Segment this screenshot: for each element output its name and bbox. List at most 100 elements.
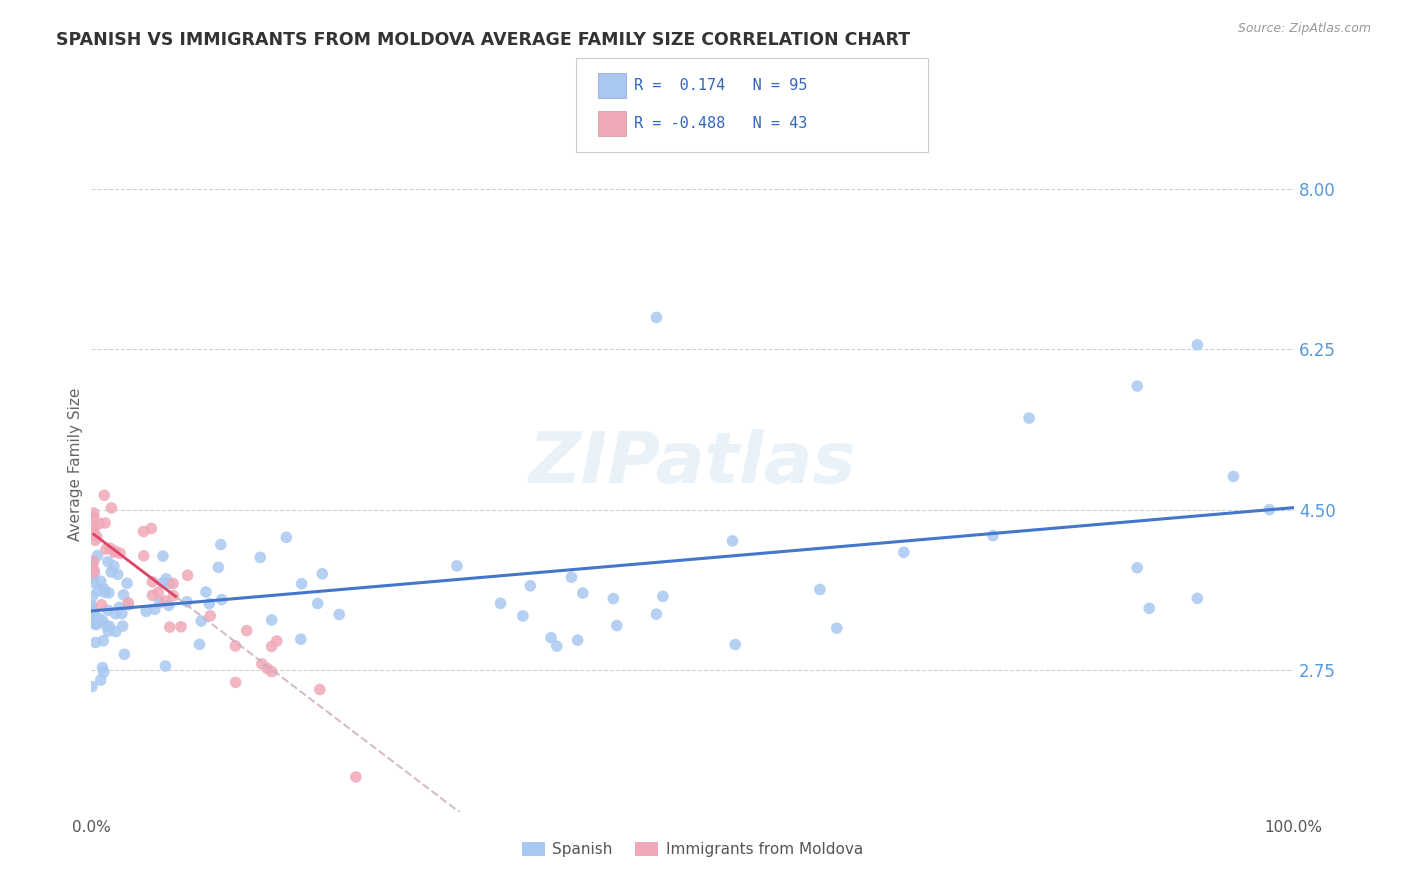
- Point: [82, 566, 104, 581]
- Point: [80, 599, 103, 613]
- Point: [155, 572, 177, 586]
- Point: [98, 619, 121, 633]
- Point: [141, 521, 163, 535]
- Point: [207, 560, 229, 574]
- Point: [152, 575, 174, 590]
- Point: [96, 619, 118, 633]
- Point: [86, 530, 108, 544]
- Point: [808, 582, 831, 597]
- Y-axis label: Average Family Size: Average Family Size: [67, 387, 83, 541]
- Point: [89, 516, 111, 531]
- Point: [90, 673, 112, 687]
- Point: [572, 586, 595, 600]
- Point: [170, 620, 193, 634]
- Point: [84, 533, 107, 548]
- Point: [97, 586, 120, 600]
- Point: [111, 607, 134, 621]
- Point: [152, 549, 174, 563]
- Point: [1018, 411, 1040, 425]
- Point: [80, 571, 103, 585]
- Point: [80, 615, 103, 630]
- Point: [311, 566, 333, 581]
- Point: [211, 592, 233, 607]
- Point: [249, 550, 271, 565]
- Point: [83, 575, 105, 590]
- Point: [560, 570, 582, 584]
- Point: [225, 675, 247, 690]
- Point: [135, 604, 157, 618]
- Point: [198, 597, 221, 611]
- Point: [148, 585, 170, 599]
- Point: [80, 607, 103, 621]
- Point: [190, 614, 212, 628]
- Point: [83, 510, 105, 524]
- Point: [446, 558, 468, 573]
- Point: [645, 310, 668, 325]
- Point: [162, 589, 184, 603]
- Point: [80, 600, 103, 615]
- Point: [117, 598, 139, 612]
- Point: [307, 597, 329, 611]
- Text: R = -0.488   N = 43: R = -0.488 N = 43: [634, 116, 807, 130]
- Point: [104, 607, 127, 621]
- Point: [132, 524, 155, 539]
- Point: [1187, 338, 1209, 352]
- Point: [83, 562, 105, 576]
- Point: [645, 607, 668, 622]
- Point: [721, 533, 744, 548]
- Point: [112, 588, 135, 602]
- Point: [80, 556, 103, 570]
- Point: [724, 638, 747, 652]
- Text: ZIPatlas: ZIPatlas: [529, 429, 856, 499]
- Point: [83, 566, 105, 580]
- Point: [157, 576, 180, 591]
- Point: [97, 603, 120, 617]
- Legend: Spanish, Immigrants from Moldova: Spanish, Immigrants from Moldova: [516, 836, 869, 863]
- Point: [260, 640, 283, 654]
- Point: [188, 637, 211, 651]
- Point: [91, 633, 114, 648]
- Point: [567, 633, 589, 648]
- Point: [83, 555, 105, 569]
- Point: [86, 584, 108, 599]
- Point: [546, 639, 568, 653]
- Point: [489, 596, 512, 610]
- Point: [104, 624, 127, 639]
- Point: [308, 682, 330, 697]
- Point: [162, 576, 184, 591]
- Point: [84, 617, 107, 632]
- Point: [111, 619, 134, 633]
- Point: [94, 542, 117, 557]
- Text: R =  0.174   N = 95: R = 0.174 N = 95: [634, 78, 807, 93]
- Point: [141, 588, 163, 602]
- Point: [143, 602, 166, 616]
- Point: [893, 545, 915, 559]
- Point: [93, 665, 115, 680]
- Point: [84, 617, 107, 632]
- Point: [519, 579, 541, 593]
- Point: [1137, 601, 1160, 615]
- Point: [108, 546, 131, 560]
- Point: [1187, 591, 1209, 606]
- Point: [1126, 379, 1149, 393]
- Point: [1126, 561, 1149, 575]
- Point: [80, 603, 103, 617]
- Point: [83, 566, 105, 580]
- Point: [80, 558, 103, 573]
- Point: [1258, 502, 1281, 516]
- Point: [141, 574, 163, 589]
- Point: [82, 590, 104, 604]
- Point: [224, 639, 246, 653]
- Point: [344, 770, 367, 784]
- Point: [153, 594, 176, 608]
- Point: [94, 516, 117, 530]
- Point: [80, 555, 103, 569]
- Point: [159, 620, 181, 634]
- Point: [200, 608, 222, 623]
- Point: [100, 565, 122, 579]
- Point: [83, 506, 105, 520]
- Point: [103, 559, 125, 574]
- Text: SPANISH VS IMMIGRANTS FROM MOLDOVA AVERAGE FAMILY SIZE CORRELATION CHART: SPANISH VS IMMIGRANTS FROM MOLDOVA AVERA…: [56, 31, 910, 49]
- Point: [256, 661, 278, 675]
- Point: [117, 596, 139, 610]
